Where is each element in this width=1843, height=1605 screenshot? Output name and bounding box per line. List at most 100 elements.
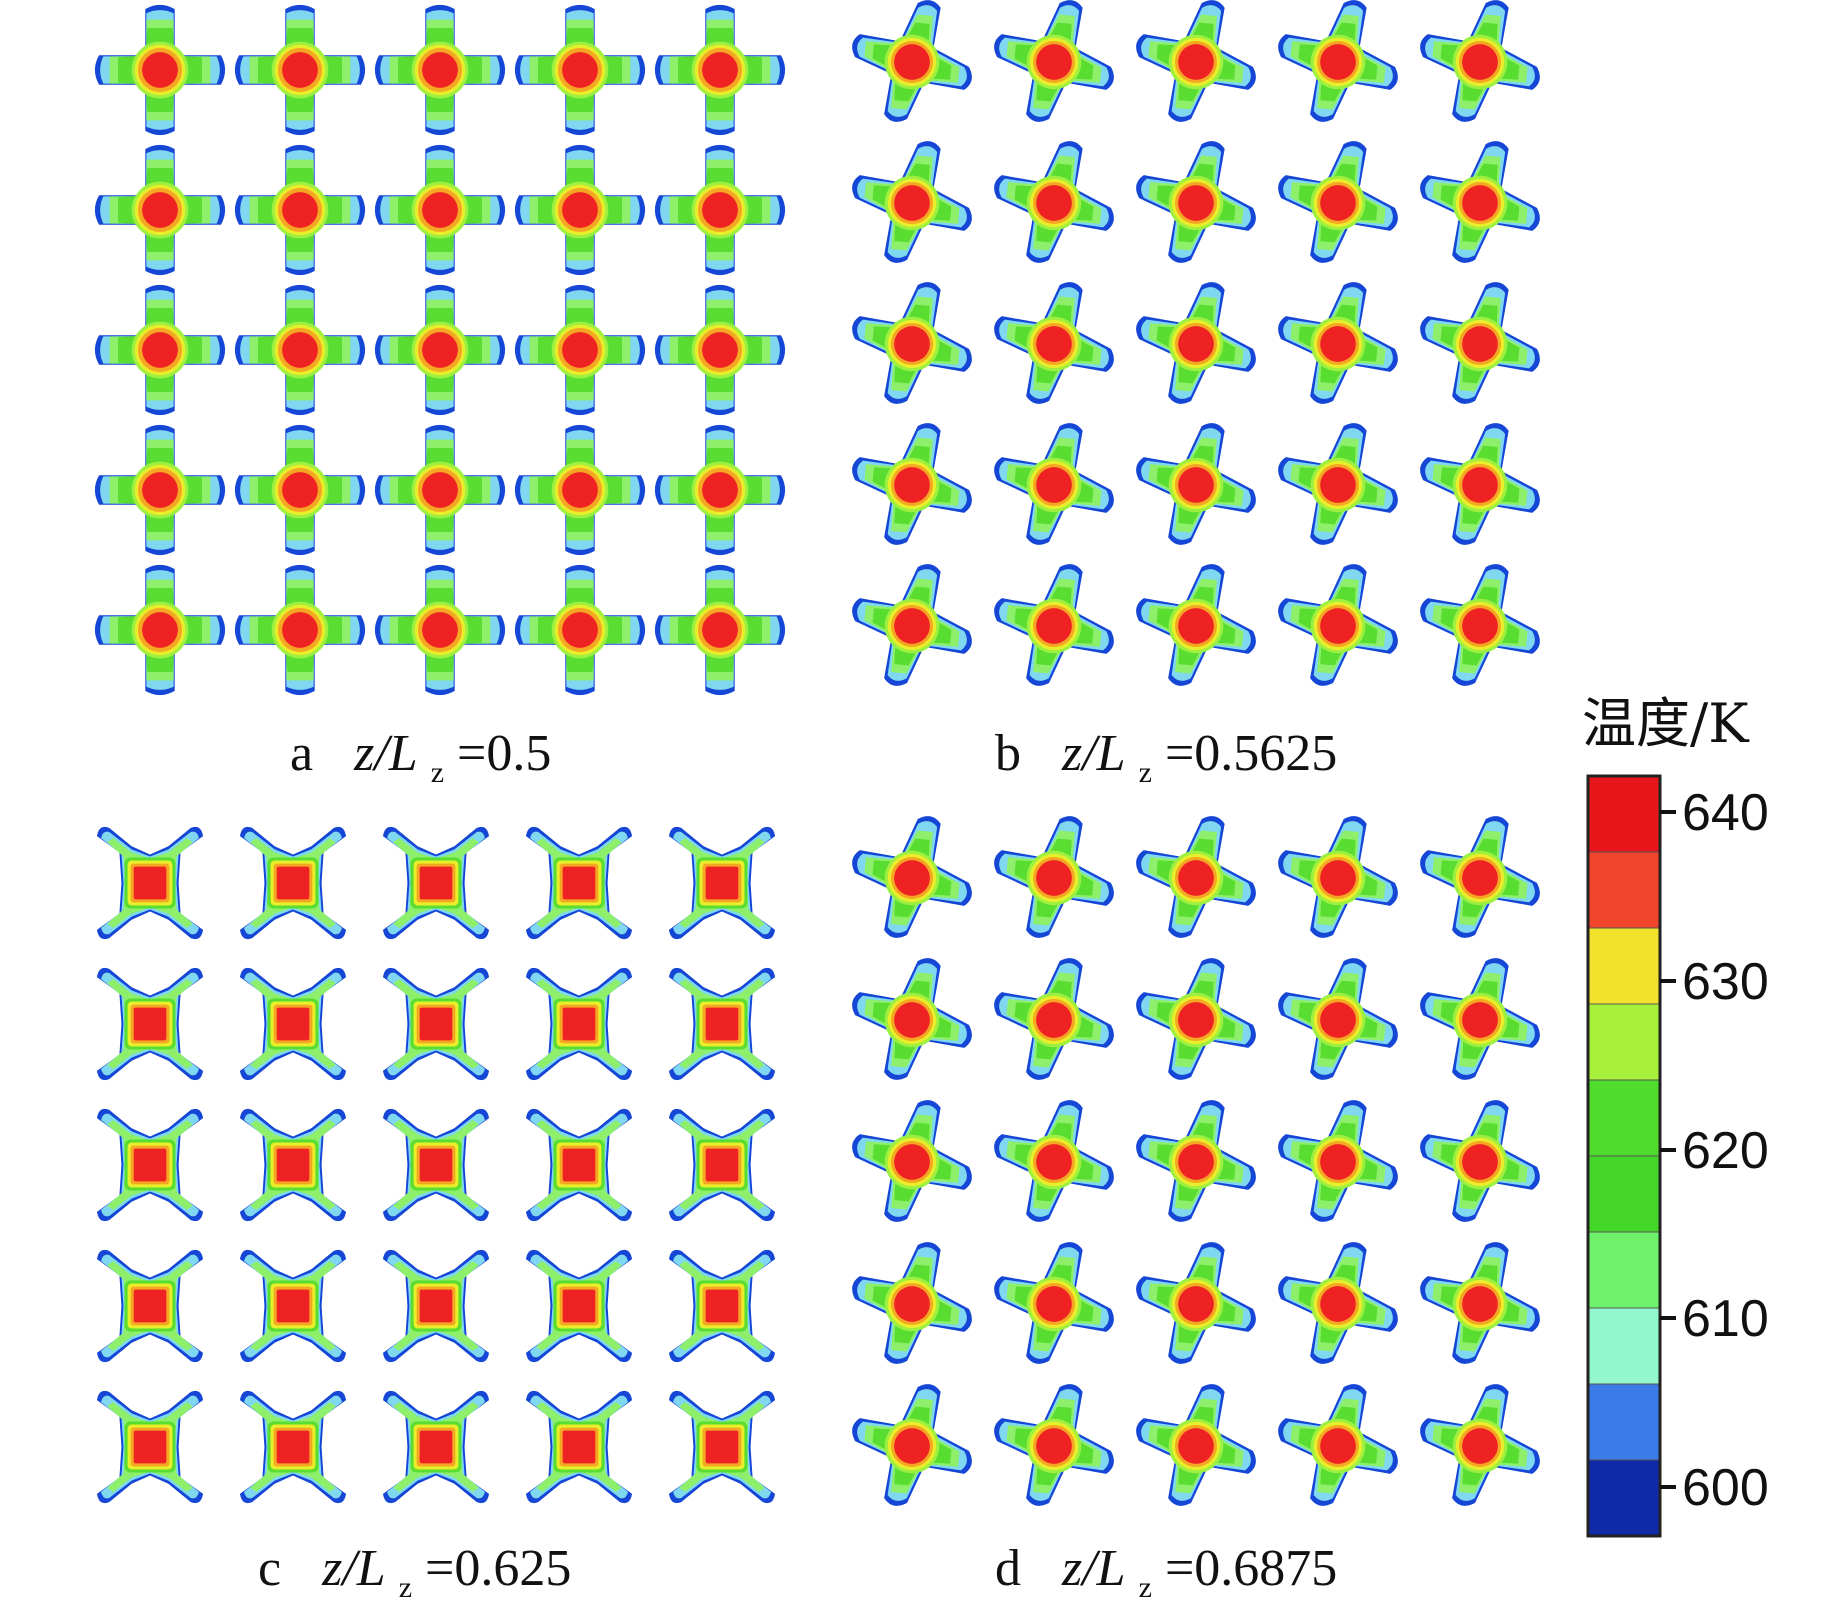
- cell-d-r4-c1: [973, 1363, 1136, 1527]
- caption-c-sub: z: [399, 1571, 412, 1604]
- cell-b-r0-c4: [1399, 0, 1562, 143]
- caption-b-letter: b: [995, 725, 1021, 782]
- cell-d-r4-c0: [831, 1363, 994, 1527]
- cell-a-r0-c4: [654, 4, 786, 136]
- cell-b-r1-c3: [1257, 120, 1420, 284]
- caption-d: d z/L z =0.6875: [995, 1540, 1337, 1605]
- caption-c-var: z/L: [321, 1540, 386, 1597]
- cell-b-r0-c2: [1115, 0, 1278, 143]
- cell-c-r1-c3: [525, 967, 633, 1081]
- cell-b-r1-c4: [1399, 120, 1562, 284]
- colorbar-band-4: [1588, 1080, 1660, 1157]
- cell-a-r0-c2: [374, 4, 506, 136]
- cell-d-r0-c3: [1257, 795, 1420, 959]
- panel-d: [831, 795, 1562, 1527]
- cell-b-r3-c1: [973, 402, 1136, 566]
- cell-a-r2-c0: [94, 284, 226, 416]
- cell-c-r2-c4: [668, 1108, 776, 1222]
- colorbar-band-2: [1588, 928, 1660, 1005]
- cell-c-r0-c0: [96, 826, 204, 940]
- cell-b-r4-c2: [1115, 543, 1278, 707]
- cell-c-r3-c1: [239, 1249, 347, 1363]
- cell-d-r1-c3: [1257, 937, 1420, 1101]
- cell-a-r3-c4: [654, 424, 786, 556]
- caption-a-sub: z: [431, 756, 444, 789]
- caption-b-sub: z: [1139, 756, 1152, 789]
- cell-a-r4-c4: [654, 564, 786, 696]
- panel-b: [831, 0, 1562, 707]
- colorbar-band-6: [1588, 1232, 1660, 1309]
- colorbar-tick-label-610: 610: [1682, 1290, 1769, 1348]
- cell-b-r2-c1: [973, 261, 1136, 425]
- cell-c-r0-c2: [382, 826, 490, 940]
- cell-c-r4-c3: [525, 1390, 633, 1504]
- cell-a-r1-c0: [94, 144, 226, 276]
- cell-d-r1-c2: [1115, 937, 1278, 1101]
- cell-b-r3-c2: [1115, 402, 1278, 566]
- cell-b-r4-c4: [1399, 543, 1562, 707]
- cell-c-r3-c4: [668, 1249, 776, 1363]
- cell-c-r1-c2: [382, 967, 490, 1081]
- colorbar-tick-label-620: 620: [1682, 1122, 1769, 1180]
- caption-a-var: z/L: [353, 725, 418, 782]
- colorbar-band-1: [1588, 852, 1660, 929]
- panel-c: [96, 826, 776, 1504]
- caption-d-sub: z: [1139, 1571, 1152, 1604]
- caption-b: b z/L z =0.5625: [995, 725, 1337, 794]
- cell-d-r0-c1: [973, 795, 1136, 959]
- cell-b-r2-c2: [1115, 261, 1278, 425]
- cell-b-r3-c0: [831, 402, 994, 566]
- cell-c-r2-c0: [96, 1108, 204, 1222]
- cell-d-r3-c2: [1115, 1221, 1278, 1385]
- cell-d-r1-c4: [1399, 937, 1562, 1101]
- cell-d-r0-c0: [831, 795, 994, 959]
- colorbar: 温度/K 640 630 620 610 600: [1582, 692, 1769, 1538]
- cell-a-r4-c3: [514, 564, 646, 696]
- caption-d-eq: =0.6875: [1165, 1540, 1337, 1597]
- cell-c-r3-c3: [525, 1249, 633, 1363]
- caption-b-eq: =0.5625: [1165, 725, 1337, 782]
- cell-c-r2-c2: [382, 1108, 490, 1222]
- cell-c-r1-c0: [96, 967, 204, 1081]
- cell-b-r0-c1: [973, 0, 1136, 143]
- cell-a-r1-c3: [514, 144, 646, 276]
- cell-b-r2-c3: [1257, 261, 1420, 425]
- cell-d-r2-c4: [1399, 1079, 1562, 1243]
- cell-b-r2-c0: [831, 261, 994, 425]
- caption-d-letter: d: [995, 1540, 1021, 1597]
- cell-c-r2-c1: [239, 1108, 347, 1222]
- cell-d-r3-c4: [1399, 1221, 1562, 1385]
- cell-b-r0-c3: [1257, 0, 1420, 143]
- caption-a-eq: =0.5: [457, 725, 551, 782]
- cell-a-r2-c3: [514, 284, 646, 416]
- caption-c-eq: =0.625: [425, 1540, 571, 1597]
- cell-a-r2-c1: [234, 284, 366, 416]
- cell-c-r1-c4: [668, 967, 776, 1081]
- panel-a: [94, 4, 786, 696]
- colorbar-frame: [1586, 774, 1662, 1538]
- caption-c-letter: c: [258, 1540, 281, 1597]
- cell-a-r1-c1: [234, 144, 366, 276]
- caption-c: c z/L z =0.625: [258, 1540, 571, 1605]
- colorbar-tick-label-640: 640: [1682, 784, 1769, 842]
- cell-d-r3-c3: [1257, 1221, 1420, 1385]
- colorbar-band-0: [1588, 776, 1660, 853]
- cell-a-r4-c2: [374, 564, 506, 696]
- cell-b-r2-c4: [1399, 261, 1562, 425]
- cell-b-r4-c0: [831, 543, 994, 707]
- caption-a-letter: a: [290, 725, 313, 782]
- cell-d-r0-c4: [1399, 795, 1562, 959]
- cell-c-r3-c2: [382, 1249, 490, 1363]
- cell-a-r0-c3: [514, 4, 646, 136]
- cell-d-r3-c1: [973, 1221, 1136, 1385]
- colorbar-band-5: [1588, 1156, 1660, 1233]
- cell-a-r3-c0: [94, 424, 226, 556]
- cell-b-r0-c0: [831, 0, 994, 143]
- cell-b-r3-c4: [1399, 402, 1562, 566]
- cell-d-r1-c0: [831, 937, 994, 1101]
- cell-a-r0-c0: [94, 4, 226, 136]
- cell-d-r1-c1: [973, 937, 1136, 1101]
- cell-d-r2-c2: [1115, 1079, 1278, 1243]
- cell-c-r4-c0: [96, 1390, 204, 1504]
